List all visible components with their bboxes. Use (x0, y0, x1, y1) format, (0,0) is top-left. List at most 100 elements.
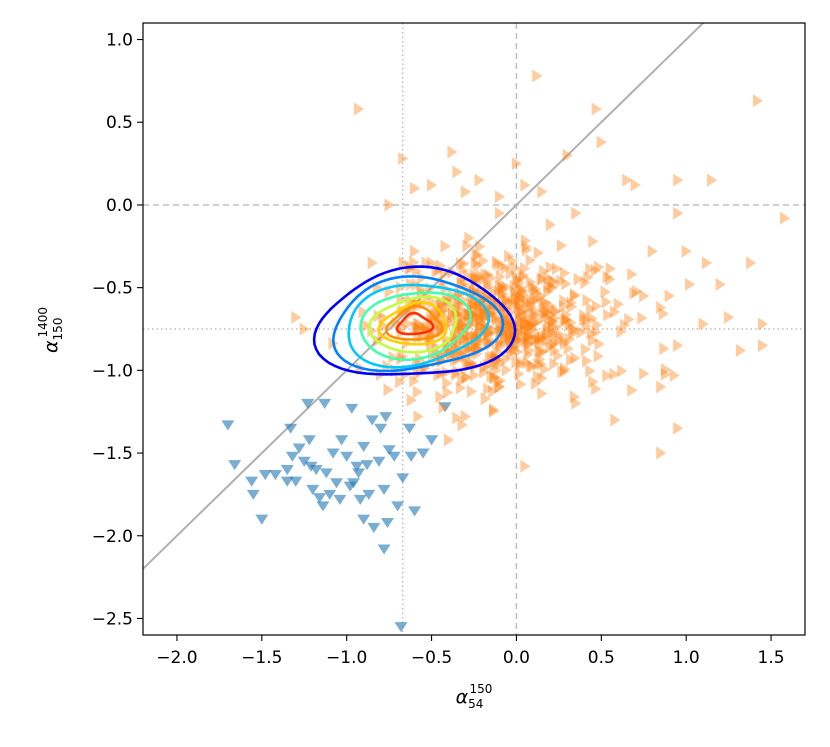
data-point (556, 274, 567, 288)
data-point (681, 244, 692, 258)
data-point (461, 370, 472, 384)
x-tick-label: 1.5 (758, 648, 785, 668)
data-point (752, 94, 763, 108)
data-point (246, 489, 260, 500)
data-point (517, 281, 528, 295)
data-point (512, 272, 523, 286)
data-point (484, 351, 495, 365)
data-point (536, 357, 547, 371)
x-axis-label: α54150 (456, 682, 493, 711)
data-point (542, 323, 553, 337)
data-point (345, 403, 359, 414)
data-point (573, 272, 584, 286)
data-point (586, 326, 597, 340)
data-point (476, 312, 487, 326)
data-point (387, 451, 401, 462)
data-point (591, 102, 602, 116)
data-point (330, 478, 344, 489)
data-point (469, 297, 480, 311)
data-point (610, 413, 621, 427)
data-point (582, 312, 593, 326)
data-point (570, 323, 581, 337)
data-point (550, 305, 561, 319)
density-contour (312, 265, 517, 376)
data-point (516, 335, 527, 349)
data-point (457, 418, 468, 432)
data-point (526, 359, 537, 373)
data-point (501, 352, 512, 366)
data-point (374, 423, 388, 434)
data-point (511, 355, 522, 369)
data-point (521, 335, 532, 349)
data-point (516, 284, 528, 298)
data-point (533, 246, 544, 260)
data-point (491, 313, 502, 327)
data-point (559, 364, 570, 378)
data-point (543, 305, 554, 319)
data-point (543, 285, 554, 299)
data-point (502, 294, 513, 308)
data-point (537, 185, 548, 199)
data-point (587, 312, 598, 326)
data-point (735, 344, 747, 358)
data-point (534, 344, 545, 358)
data-point (437, 304, 448, 318)
x-tick-label: −1.0 (326, 648, 367, 668)
data-point (301, 398, 315, 409)
data-point (613, 297, 624, 311)
data-point (519, 261, 531, 275)
data-point (352, 468, 366, 479)
data-point (521, 293, 532, 307)
data-point (411, 321, 422, 335)
data-point (302, 435, 316, 446)
data-point (594, 260, 605, 274)
data-point (583, 270, 594, 284)
data-point (471, 309, 482, 323)
data-point (475, 240, 486, 254)
data-point (559, 362, 571, 376)
data-point (632, 284, 643, 298)
data-point (476, 320, 487, 334)
data-point (474, 300, 485, 314)
data-point (559, 300, 570, 314)
data-point (545, 312, 556, 326)
density-contour (331, 275, 505, 373)
data-point (463, 308, 474, 322)
data-point (556, 239, 567, 253)
data-point (439, 267, 450, 281)
data-point (522, 356, 533, 370)
data-point (326, 448, 340, 459)
y-tick-label: −1.0 (92, 361, 133, 381)
y-tick-label: 1.0 (106, 31, 133, 51)
data-point (458, 263, 469, 277)
data-point (563, 341, 574, 355)
x-tick-label: −2.0 (156, 648, 197, 668)
data-point (316, 501, 330, 512)
data-point (523, 317, 534, 331)
data-point (546, 299, 557, 313)
data-point (461, 371, 472, 385)
data-point (656, 446, 667, 460)
data-point (414, 317, 425, 331)
data-point (523, 330, 534, 344)
data-point (518, 284, 529, 298)
data-point (545, 340, 556, 354)
data-point (474, 333, 485, 347)
data-point (475, 319, 486, 333)
data-point (562, 148, 573, 162)
y-axis-label: α1501400 (36, 307, 65, 353)
data-point (433, 347, 444, 361)
data-point (560, 336, 571, 350)
data-point (522, 310, 533, 324)
data-point (447, 307, 458, 321)
data-point (474, 298, 485, 312)
data-point (548, 338, 559, 352)
data-point (569, 390, 580, 404)
data-point (284, 423, 298, 434)
one-to-one-line (143, 23, 705, 570)
data-point (495, 317, 506, 331)
data-point (378, 310, 389, 324)
data-point (456, 304, 468, 318)
data-point (258, 470, 272, 481)
data-point (540, 362, 551, 376)
